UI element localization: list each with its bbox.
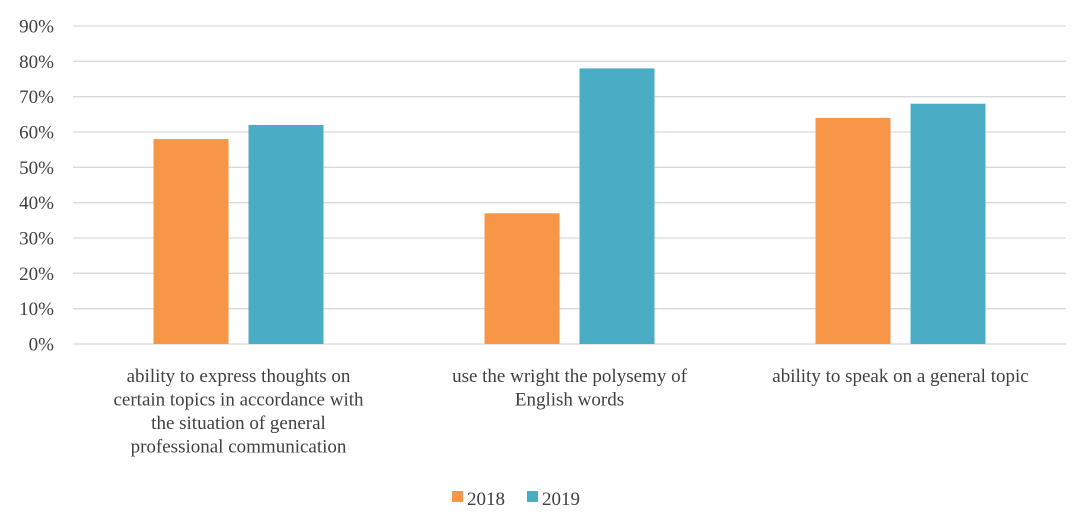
legend-label: 2018 [467, 489, 505, 510]
legend-swatch-2018 [452, 491, 463, 502]
y-tick-label: 70% [19, 87, 54, 108]
legend-label: 2019 [542, 489, 580, 510]
legend-swatch-2019 [527, 491, 538, 502]
y-tick-label: 80% [19, 52, 54, 73]
bar-2019 [579, 68, 655, 345]
bars [153, 68, 986, 345]
y-tick-label: 30% [19, 229, 54, 250]
x-axis: ability to express thoughts on certain to… [113, 366, 1028, 458]
category-label: ability to express thoughts on certain to… [113, 366, 364, 458]
bar-2018 [484, 213, 560, 344]
bar-2019 [248, 124, 324, 344]
y-tick-label: 50% [19, 158, 54, 179]
y-tick-label: 10% [19, 299, 54, 320]
y-tick-label: 0% [29, 335, 55, 356]
bar-2019 [910, 103, 986, 344]
y-axis: 0% 10% 20% 30% 40% 50% 60% 70% 80% 90% [19, 17, 54, 356]
y-tick-label: 90% [19, 17, 54, 38]
y-tick-label: 40% [19, 193, 54, 214]
category-label: use the wright the polysemy of English wo… [452, 366, 687, 411]
category-label: ability to speak on a general topic [772, 366, 1028, 387]
bar-2018 [153, 139, 229, 344]
bar-2018 [815, 117, 891, 344]
y-tick-label: 20% [19, 264, 54, 285]
legend: 2018 2019 [452, 489, 580, 510]
y-tick-label: 60% [19, 123, 54, 144]
gridlines [73, 25, 1066, 345]
